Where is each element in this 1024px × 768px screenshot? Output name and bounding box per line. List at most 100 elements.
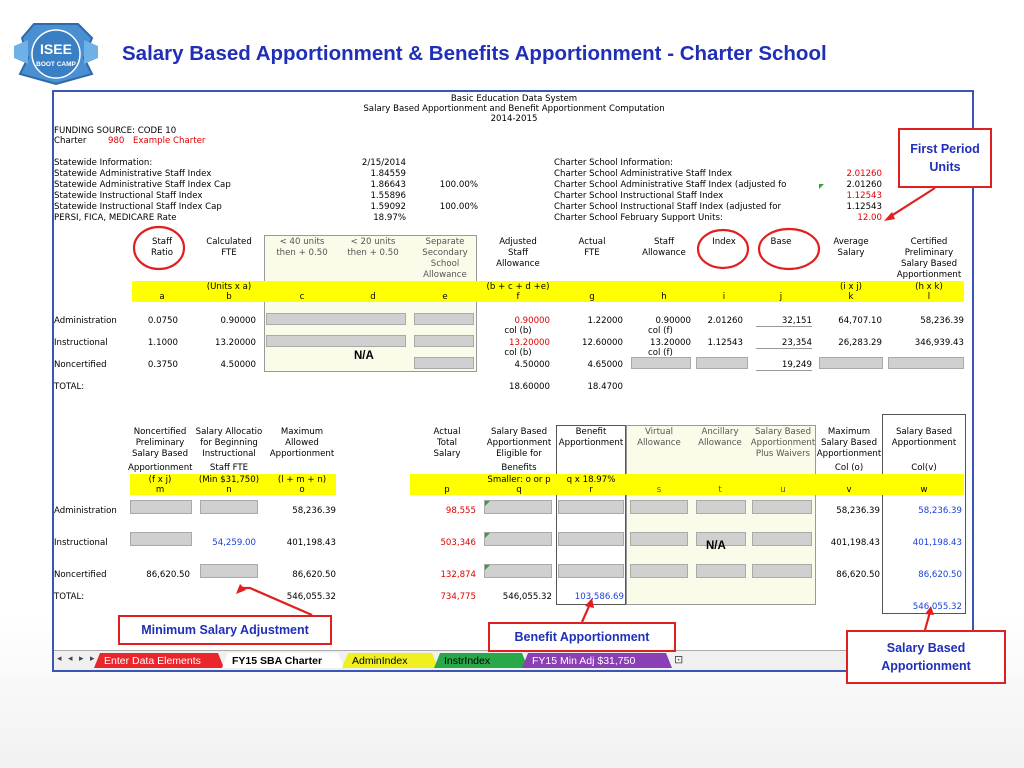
header-adjusted: Adjusted <box>499 237 537 247</box>
charter-info-value: 12.00 <box>857 213 882 223</box>
cell-h[interactable]: 13.20000 <box>649 338 691 348</box>
cell-w[interactable]: 401,198.43 <box>912 538 962 548</box>
cell-g[interactable]: 12.60000 <box>581 338 623 348</box>
cell-b[interactable]: 0.90000 <box>220 316 256 326</box>
cell-o[interactable]: 401,198.43 <box>286 538 336 548</box>
cell-k[interactable]: 64,707.10 <box>838 316 882 326</box>
formula-o: (l + m + n) <box>277 475 327 485</box>
cell-v[interactable]: 58,236.39 <box>836 506 880 516</box>
col-letter: v <box>846 485 852 495</box>
header-avg-salary: Average <box>833 237 869 247</box>
new-sheet-icon[interactable]: ⊡ <box>674 653 684 666</box>
tab-fy15-min-adj[interactable]: FY15 Min Adj $31,750 <box>522 653 672 668</box>
cell-h-sub: col (f) <box>648 326 673 336</box>
col-letter: n <box>226 485 232 495</box>
header-w: Col(v) <box>911 463 937 473</box>
total-f: 18.60000 <box>508 382 550 392</box>
cell-n[interactable]: 54,259.00 <box>212 538 256 548</box>
cell-w[interactable]: 58,236.39 <box>918 506 962 516</box>
row-label: Noncertified <box>54 360 107 370</box>
statewide-value: 1.59092 <box>370 202 406 212</box>
col-letter: j <box>779 292 783 302</box>
cell-f-sub: col (b) <box>504 348 532 358</box>
header-v: Salary Based <box>820 438 878 448</box>
total-o: 546,055.32 <box>286 592 336 602</box>
cell-k[interactable]: 26,283.29 <box>838 338 882 348</box>
cell-b[interactable]: 4.50000 <box>220 360 256 370</box>
header-calc-fte: FTE <box>221 248 237 258</box>
cell-i[interactable]: 2.01260 <box>707 316 743 326</box>
header-lt40: then + 0.50 <box>276 248 328 258</box>
spreadsheet-window[interactable]: Basic Education Data System Salary Based… <box>52 90 974 672</box>
grey-cell <box>200 564 258 578</box>
grey-cell <box>484 564 552 578</box>
cell-a[interactable]: 0.3750 <box>147 360 178 370</box>
statewide-header: Statewide Information: <box>54 158 153 168</box>
benefit-column-box <box>556 425 626 605</box>
cell-m[interactable]: 86,620.50 <box>146 570 190 580</box>
tab-last-icon[interactable]: ▸ <box>90 654 95 664</box>
cell-i[interactable]: 1.12543 <box>707 338 743 348</box>
header-actual-fte: Actual <box>578 237 606 247</box>
sheet-heading-1: Basic Education Data System <box>450 94 578 104</box>
header-u: Apportionment <box>750 438 816 448</box>
formula-b: (Units x a) <box>206 282 252 292</box>
cell-a[interactable]: 1.1000 <box>147 338 178 348</box>
statewide-label: Statewide Administrative Staff Index <box>54 169 212 179</box>
cell-f[interactable]: 4.50000 <box>514 360 550 370</box>
cell-h-sub: col (f) <box>648 348 673 358</box>
grey-cell <box>696 564 746 578</box>
shaded-column-group <box>264 235 477 372</box>
cell-f[interactable]: 0.90000 <box>514 316 550 326</box>
cell-p[interactable]: 132,874 <box>440 570 476 580</box>
col-letter: b <box>226 292 232 302</box>
header-base: Base <box>770 237 792 247</box>
row-label: Administration <box>54 506 117 516</box>
header-avg-salary: Salary <box>837 248 865 258</box>
header-index: Index <box>712 237 736 247</box>
header-p: Salary <box>433 449 461 459</box>
comment-indicator <box>485 565 490 570</box>
col-letter: u <box>780 485 786 495</box>
cell-l[interactable]: 58,236.39 <box>920 316 964 326</box>
cell-g[interactable]: 4.65000 <box>587 360 623 370</box>
cell-a[interactable]: 0.0750 <box>147 316 178 326</box>
tab-fy15-sba-charter[interactable]: FY15 SBA Charter <box>222 653 344 668</box>
statewide-label: Statewide Instructional Staff Index Cap <box>54 202 222 212</box>
cell-g[interactable]: 1.22000 <box>587 316 623 326</box>
cell-j[interactable]: 19,249 <box>756 360 812 371</box>
tab-instr-index[interactable]: InstrIndex <box>434 653 528 668</box>
cell-w[interactable]: 86,620.50 <box>918 570 962 580</box>
header-certified: Certified <box>910 237 948 247</box>
tab-admin-index[interactable]: AdminIndex <box>342 653 438 668</box>
cell-p[interactable]: 98,555 <box>445 506 476 516</box>
tab-next-icon[interactable]: ▸ <box>79 654 84 664</box>
header-v: Apportionment <box>816 449 882 459</box>
cell-o[interactable]: 86,620.50 <box>292 570 336 580</box>
cell-f[interactable]: 13.20000 <box>508 338 550 348</box>
formula-q: Smaller: o or p <box>487 475 551 485</box>
row-label: Instructional <box>54 338 108 348</box>
grey-cell <box>200 500 258 514</box>
grey-cell <box>484 532 552 546</box>
charter-number: 980 <box>108 136 125 146</box>
header-certified: Preliminary <box>904 248 954 258</box>
cell-v[interactable]: 86,620.50 <box>836 570 880 580</box>
col-letter: l <box>927 292 931 302</box>
tab-first-icon[interactable]: ◂ <box>57 654 62 664</box>
cell-b[interactable]: 13.20000 <box>214 338 256 348</box>
tab-enter-data[interactable]: Enter Data Elements <box>94 653 224 668</box>
cell-j[interactable]: 32,151 <box>756 316 812 327</box>
cell-j[interactable]: 23,354 <box>756 338 812 349</box>
cell-o[interactable]: 58,236.39 <box>292 506 336 516</box>
cell-v[interactable]: 401,198.43 <box>830 538 880 548</box>
cell-l[interactable]: 346,939.43 <box>914 338 964 348</box>
formula-l: (h x k) <box>915 282 943 292</box>
cell-h[interactable]: 0.90000 <box>655 316 691 326</box>
tab-prev-icon[interactable]: ◂ <box>68 654 73 664</box>
svg-text:BOOT CAMP: BOOT CAMP <box>36 61 76 68</box>
charter-info-label: Charter School Instructional Staff Index <box>554 191 724 201</box>
header-w: Apportionment <box>891 438 957 448</box>
cell-p[interactable]: 503,346 <box>440 538 476 548</box>
total-label: TOTAL: <box>54 382 85 392</box>
